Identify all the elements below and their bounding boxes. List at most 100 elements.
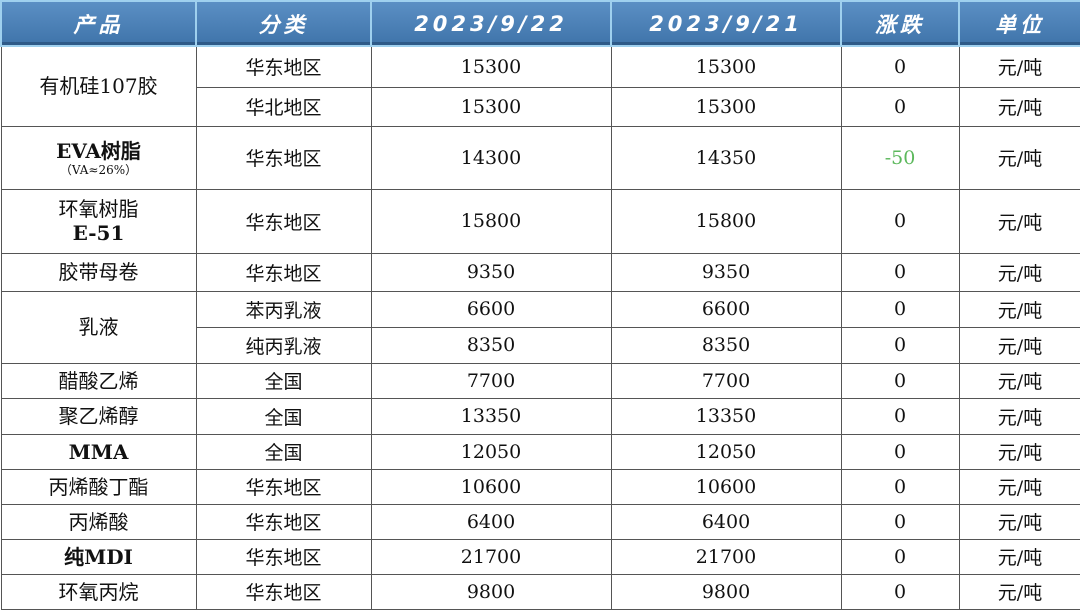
unit-cell: 元/吨 — [958, 362, 1080, 399]
product-name: EVA树脂 （VA≈26%） — [0, 125, 197, 190]
unit-cell: 元/吨 — [958, 468, 1080, 505]
category-cell: 华北地区 — [195, 86, 372, 127]
table-row: 丙烯酸 华东地区 6400 6400 0 元/吨 — [0, 503, 1080, 540]
unit-cell: 元/吨 — [958, 433, 1080, 470]
product-name-text: 环氧树脂 — [58, 197, 139, 221]
price-date-1: 8350 — [370, 326, 612, 364]
header-date-1: 2023/9/22 — [370, 0, 612, 47]
price-date-1: 13350 — [370, 397, 612, 435]
price-date-1: 6400 — [370, 503, 612, 540]
product-name-text: 乳液 — [78, 315, 119, 339]
table-row: 纯MDI 华东地区 21700 21700 0 元/吨 — [0, 538, 1080, 575]
product-name-text: 醋酸乙烯 — [58, 368, 139, 393]
change-cell: 0 — [840, 188, 960, 254]
price-date-2: 8350 — [610, 326, 842, 364]
unit-cell: 元/吨 — [958, 538, 1080, 575]
header-date-2: 2023/9/21 — [610, 0, 842, 47]
price-date-1: 9800 — [370, 573, 612, 610]
category-cell: 华东地区 — [195, 125, 372, 190]
product-note: （VA≈26%） — [59, 162, 138, 177]
price-date-1: 15300 — [370, 86, 612, 127]
unit-cell: 元/吨 — [958, 252, 1080, 292]
table-row: 聚乙烯醇 全国 13350 13350 0 元/吨 — [0, 397, 1080, 435]
price-date-1: 10600 — [370, 468, 612, 505]
table-row: 胶带母卷 华东地区 9350 9350 0 元/吨 — [0, 252, 1080, 292]
product-name-text: 丙烯酸 — [68, 509, 129, 534]
table-row: MMA 全国 12050 12050 0 元/吨 — [0, 433, 1080, 470]
table-row: 环氧树脂 E-51 华东地区 15800 15800 0 元/吨 — [0, 188, 1080, 254]
table-row: 乳液 苯丙乳液 6600 6600 0 元/吨 — [0, 290, 1080, 364]
change-cell: -50 — [840, 125, 960, 190]
category-cell: 全国 — [195, 433, 372, 470]
price-date-2: 15300 — [610, 45, 842, 88]
product-name: 纯MDI — [0, 538, 197, 575]
price-date-1: 21700 — [370, 538, 612, 575]
unit-cell: 元/吨 — [958, 188, 1080, 254]
table-row: 华北地区 15300 15300 0 元/吨 — [1, 86, 1080, 127]
change-cell: 0 — [840, 433, 960, 470]
price-date-2: 6600 — [610, 290, 842, 328]
price-date-2: 15800 — [610, 188, 842, 254]
unit-cell: 元/吨 — [958, 125, 1080, 190]
price-date-2: 9350 — [610, 252, 842, 292]
price-date-2: 9800 — [610, 573, 842, 610]
table-row: 纯丙乳液 8350 8350 0 元/吨 — [1, 326, 1080, 364]
change-cell: 0 — [840, 290, 960, 328]
change-cell: 0 — [840, 45, 960, 88]
product-name: 醋酸乙烯 — [0, 362, 197, 399]
category-cell: 华东地区 — [195, 573, 372, 610]
header-category: 分类 — [195, 0, 372, 47]
price-date-2: 12050 — [610, 433, 842, 470]
category-cell: 苯丙乳液 — [195, 290, 372, 328]
product-name-text: 有机硅107胶 — [39, 74, 158, 99]
unit-cell: 元/吨 — [958, 573, 1080, 610]
price-date-2: 21700 — [610, 538, 842, 575]
table-row: 丙烯酸丁酯 华东地区 10600 10600 0 元/吨 — [0, 468, 1080, 505]
header-row: 产品 分类 2023/9/22 2023/9/21 涨跌 单位 — [0, 0, 1080, 47]
category-cell: 华东地区 — [195, 252, 372, 292]
product-name-text: 胶带母卷 — [58, 260, 139, 284]
category-cell: 华东地区 — [195, 45, 372, 88]
price-date-1: 7700 — [370, 362, 612, 399]
table-row: 醋酸乙烯 全国 7700 7700 0 元/吨 — [0, 362, 1080, 399]
category-cell: 纯丙乳液 — [195, 326, 372, 364]
category-cell: 华东地区 — [195, 468, 372, 505]
unit-cell: 元/吨 — [958, 503, 1080, 540]
price-date-2: 14350 — [610, 125, 842, 190]
unit-cell: 元/吨 — [958, 86, 1080, 127]
unit-cell: 元/吨 — [958, 45, 1080, 88]
product-name-text: EVA树脂 — [56, 138, 141, 163]
header-product: 产品 — [0, 0, 197, 47]
price-date-1: 15800 — [370, 188, 612, 254]
change-cell: 0 — [840, 503, 960, 540]
product-name-text: 环氧丙烷 — [58, 579, 139, 604]
product-name: 胶带母卷 — [0, 252, 197, 292]
category-cell: 华东地区 — [195, 503, 372, 540]
category-cell: 全国 — [195, 362, 372, 399]
product-name-text: 聚乙烯醇 — [58, 404, 139, 428]
product-name: MMA — [0, 433, 197, 470]
category-cell: 全国 — [195, 397, 372, 435]
change-cell: 0 — [840, 573, 960, 610]
product-grade: E-51 — [72, 221, 125, 245]
category-cell: 华东地区 — [195, 188, 372, 254]
product-name: 丙烯酸 — [0, 503, 197, 540]
price-date-2: 6400 — [610, 503, 842, 540]
change-cell: 0 — [840, 86, 960, 127]
product-name: 丙烯酸丁酯 — [0, 468, 197, 505]
product-name-text: 纯MDI — [64, 544, 133, 569]
product-name: 乳液 — [0, 290, 197, 364]
price-date-2: 10600 — [610, 468, 842, 505]
change-cell: 0 — [840, 468, 960, 505]
table-row: 环氧丙烷 华东地区 9800 9800 0 元/吨 — [0, 573, 1080, 610]
price-date-1: 14300 — [370, 125, 612, 190]
change-cell: 0 — [840, 326, 960, 364]
header-change: 涨跌 — [840, 0, 960, 47]
unit-cell: 元/吨 — [958, 326, 1080, 364]
change-cell: 0 — [840, 538, 960, 575]
price-date-1: 6600 — [370, 290, 612, 328]
category-cell: 华东地区 — [195, 538, 372, 575]
product-name: 有机硅107胶 — [0, 45, 197, 127]
price-date-2: 15300 — [610, 86, 842, 127]
